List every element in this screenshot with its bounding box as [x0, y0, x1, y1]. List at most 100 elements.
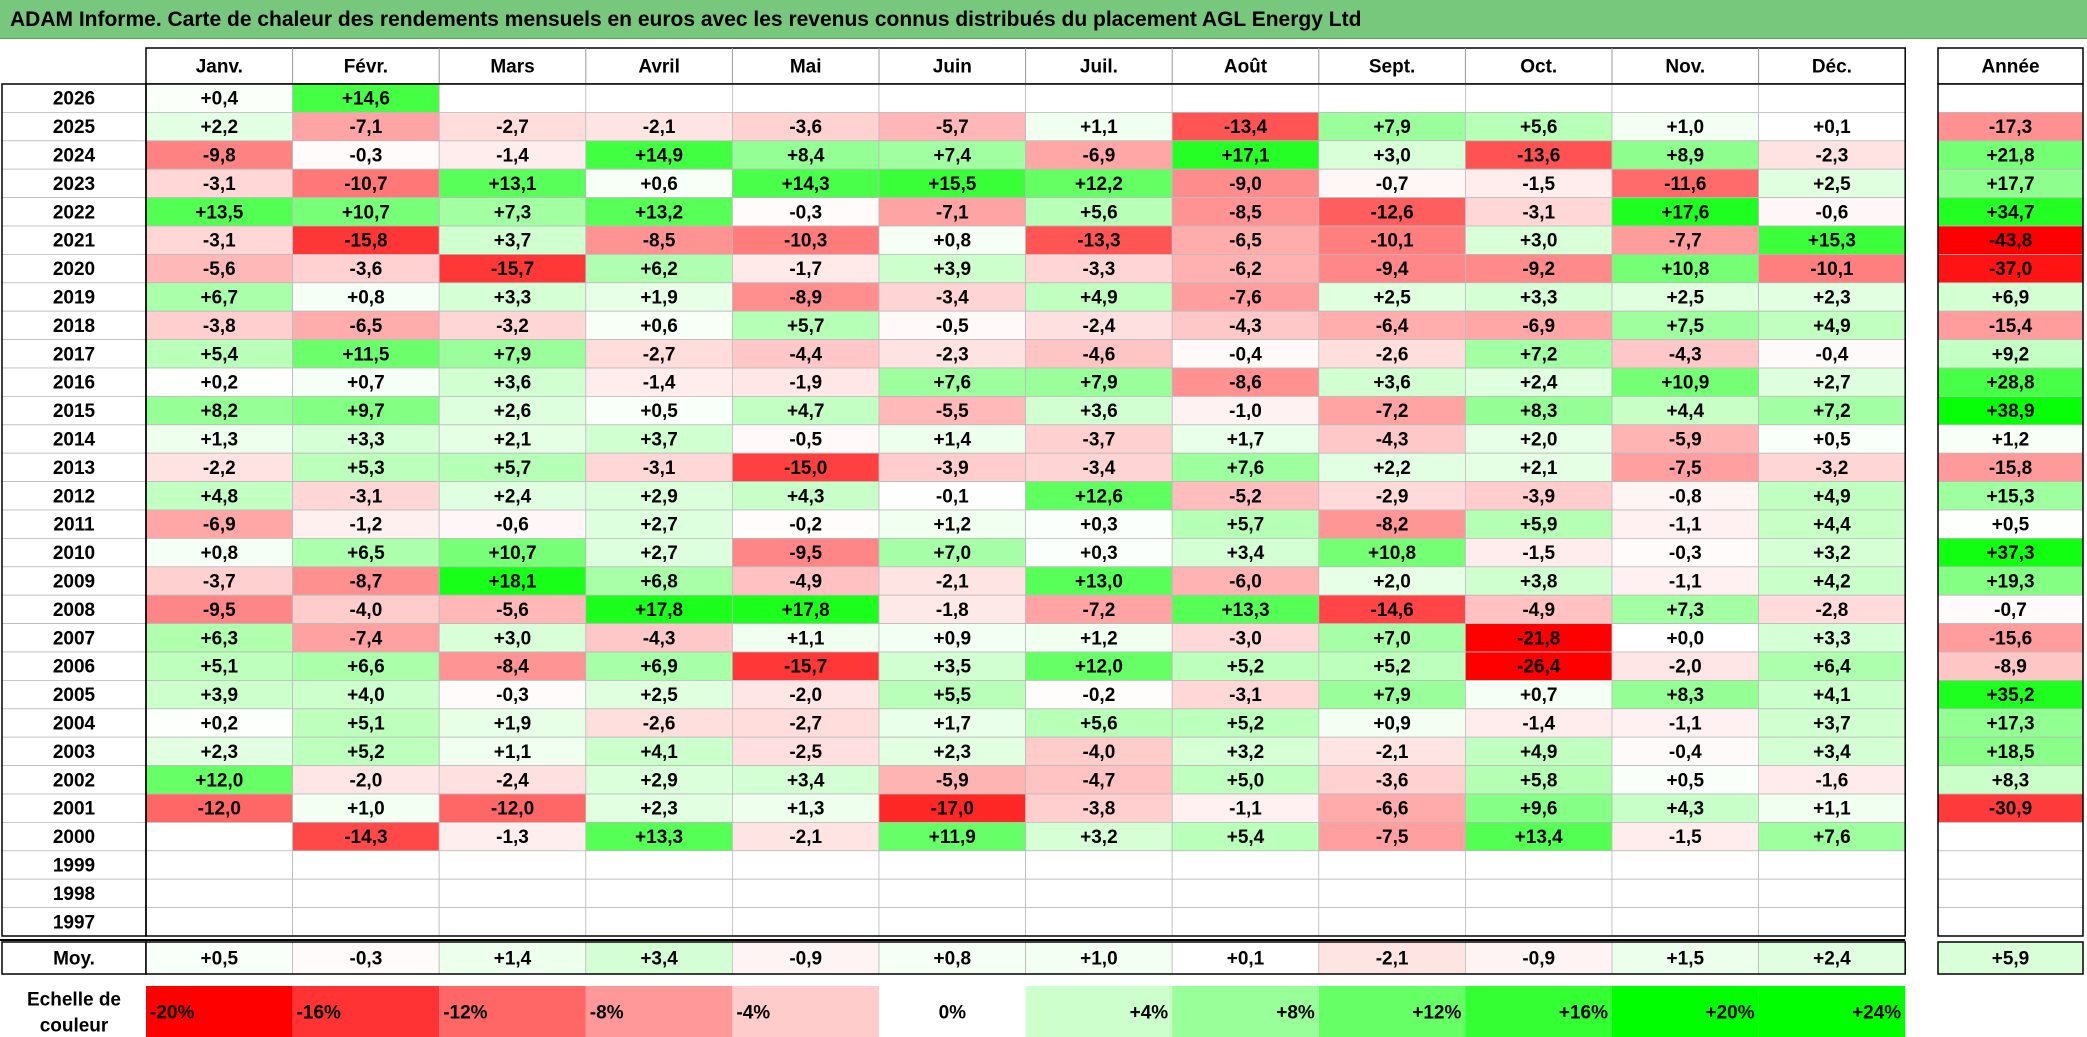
heat-cell — [145, 594, 294, 625]
scale-value: -16% — [297, 1003, 341, 1024]
heat-cell — [1611, 339, 1760, 369]
year-label: 2026 — [53, 89, 95, 110]
heat-cell — [1758, 83, 1906, 113]
cell-value: -4,0 — [1083, 742, 1116, 763]
heat-cell — [1025, 566, 1173, 596]
year-label: 2008 — [53, 600, 95, 621]
heat-cell — [585, 822, 733, 852]
year-cell — [1, 310, 147, 341]
cell-value: +4,2 — [1813, 572, 1851, 593]
cell-value: +0,5 — [640, 401, 678, 422]
scale-swatch — [1172, 986, 1319, 1037]
cell-value: +2,5 — [1813, 174, 1851, 195]
annual-cell — [1937, 168, 2084, 198]
cell-value: -2,1 — [936, 572, 969, 593]
heat-cell — [1025, 793, 1173, 823]
heat-cell — [1171, 452, 1320, 483]
heat-cell — [438, 509, 587, 539]
cell-value: +7,4 — [934, 146, 972, 167]
cell-value: +13,3 — [1221, 600, 1269, 621]
cell-value: +7,9 — [494, 344, 532, 365]
average-value: +1,0 — [1080, 949, 1118, 970]
heat-cell — [292, 708, 440, 738]
year-label: 2013 — [53, 458, 95, 479]
heat-cell — [585, 168, 733, 198]
heat-cell — [1025, 83, 1173, 113]
heat-cell — [732, 112, 880, 142]
heat-cell — [878, 907, 1027, 937]
heat-cell — [1025, 168, 1173, 198]
cell-value: +12,0 — [195, 770, 243, 791]
year-cell — [1, 225, 147, 255]
annual-value: -37,0 — [1989, 259, 2032, 280]
cell-value: +0,0 — [1667, 628, 1705, 649]
heat-cell — [1611, 566, 1760, 596]
heat-cell — [438, 793, 587, 823]
cell-value: +10,7 — [342, 202, 390, 223]
heat-cell — [1611, 395, 1760, 426]
cell-value: -1,1 — [1669, 714, 1702, 735]
cell-value: -3,7 — [1083, 430, 1116, 451]
annual-value: -43,8 — [1989, 231, 2032, 252]
average-row-border — [145, 941, 1906, 975]
year-label: 2005 — [53, 685, 96, 706]
cell-value: +3,4 — [787, 770, 825, 791]
heat-cell — [878, 112, 1027, 142]
heat-cell — [1318, 424, 1466, 454]
heat-cell — [878, 253, 1027, 284]
heat-cell — [1758, 339, 1906, 369]
cell-value: +2,7 — [1813, 373, 1851, 394]
cell-value: +9,6 — [1520, 799, 1558, 820]
heat-cell — [1465, 594, 1613, 625]
cell-value: -5,5 — [936, 401, 969, 422]
heat-cell — [438, 708, 587, 738]
cell-value: +7,0 — [934, 543, 972, 564]
cell-value: +1,9 — [494, 714, 532, 735]
cell-value: -3,9 — [936, 458, 969, 479]
heat-cell — [1318, 481, 1466, 511]
cell-value: +6,5 — [347, 543, 385, 564]
cell-value: -3,6 — [789, 117, 822, 138]
scale-value: +12% — [1412, 1003, 1461, 1024]
heat-cell — [585, 509, 733, 539]
cell-value: +0,9 — [934, 628, 972, 649]
average-value: +2,4 — [1813, 949, 1851, 970]
annual-cell — [1937, 566, 2084, 596]
cell-value: -7,1 — [350, 117, 383, 138]
heat-cell — [292, 168, 440, 198]
cell-value: -15,7 — [784, 657, 827, 678]
cell-value: +2,1 — [1520, 458, 1558, 479]
cell-value: -6,6 — [1376, 799, 1409, 820]
heat-cell — [1318, 623, 1466, 653]
cell-value: +6,8 — [640, 572, 678, 593]
year-label: 1998 — [53, 884, 95, 905]
cell-value: +17,1 — [1221, 146, 1270, 167]
heat-cell — [292, 367, 440, 397]
heat-cell — [585, 538, 733, 568]
year-label: 1997 — [53, 912, 95, 933]
cell-value: +8,3 — [1667, 685, 1705, 706]
heat-cell — [292, 395, 440, 426]
cell-value: +15,3 — [1808, 231, 1856, 252]
year-cell — [1, 253, 147, 284]
cell-value: +6,3 — [201, 628, 239, 649]
cell-value: +3,4 — [1227, 543, 1265, 564]
cell-value: -6,0 — [1229, 572, 1262, 593]
cell-value: -2,0 — [789, 685, 822, 706]
cell-value: +0,8 — [201, 543, 239, 564]
heat-cell — [1025, 367, 1173, 397]
cell-value: -0,5 — [936, 316, 969, 337]
heat-cell — [145, 623, 294, 653]
cell-value: -1,4 — [496, 146, 529, 167]
heat-cell — [438, 680, 587, 710]
heat-cell — [1611, 680, 1760, 710]
heat-cell — [1758, 850, 1906, 880]
cell-value: +1,0 — [347, 799, 385, 820]
heat-cell — [145, 509, 294, 539]
heat-cell — [878, 878, 1027, 909]
heat-cell — [1758, 253, 1906, 284]
heat-cell — [438, 83, 587, 113]
cell-value: -5,7 — [936, 117, 969, 138]
annual-cell — [1937, 850, 2084, 880]
heat-cell — [1171, 83, 1320, 113]
